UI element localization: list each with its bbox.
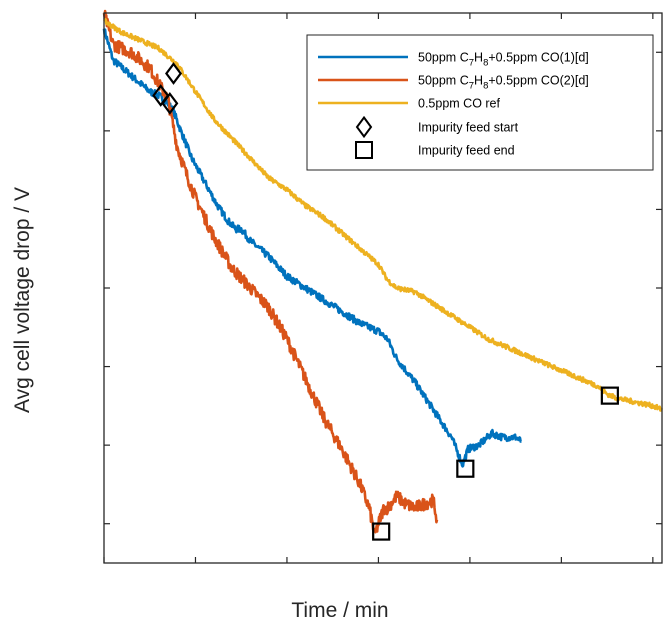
y-axis-label: Avg cell voltage drop / V — [11, 187, 34, 413]
legend-subscript: 8 — [483, 58, 488, 69]
legend-label-4: Impurity feed start — [418, 121, 519, 135]
legend-text-part: Impurity feed start — [418, 121, 519, 135]
feed-start-marker-3 — [165, 62, 183, 85]
legend-text-part: Impurity feed end — [418, 144, 515, 158]
legend-label-5: Impurity feed end — [418, 144, 515, 158]
legend-text-part: +0.5ppm CO(1)[d] — [488, 51, 588, 65]
series-line-3 — [102, 17, 664, 412]
legend-text-part: 50ppm C — [418, 51, 469, 65]
feed-end-marker-1 — [372, 522, 391, 541]
feed-end-marker-2 — [456, 459, 475, 478]
legend-text-part: 0.5ppm CO ref — [418, 97, 501, 111]
legend-swatch-square — [355, 141, 373, 159]
legend-swatch-diamond — [355, 115, 373, 139]
legend-text-part: 50ppm C — [418, 74, 469, 88]
legend-label-2: 50ppm C7H8+0.5ppm CO(2)[d] — [418, 74, 589, 92]
feed-end-marker-3 — [600, 386, 619, 405]
legend-subscript: 7 — [469, 58, 474, 69]
legend-subscript: 8 — [483, 81, 488, 92]
feed-start-marker-2 — [161, 92, 179, 115]
legend-label-1: 50ppm C7H8+0.5ppm CO(1)[d] — [418, 51, 589, 69]
marker-layer — [152, 62, 619, 541]
legend-text-part: H — [474, 51, 483, 65]
x-axis-label: Time / min — [291, 599, 388, 622]
legend-label-3: 0.5ppm CO ref — [418, 97, 501, 111]
legend-text-part: H — [474, 74, 483, 88]
legend-subscript: 7 — [469, 81, 474, 92]
legend-text-part: +0.5ppm CO(2)[d] — [488, 74, 588, 88]
axes-layer — [103, 12, 663, 564]
feed-start-marker-1 — [152, 84, 170, 107]
legend: 50ppm C7H8+0.5ppm CO(1)[d]50ppm C7H8+0.5… — [306, 34, 654, 171]
